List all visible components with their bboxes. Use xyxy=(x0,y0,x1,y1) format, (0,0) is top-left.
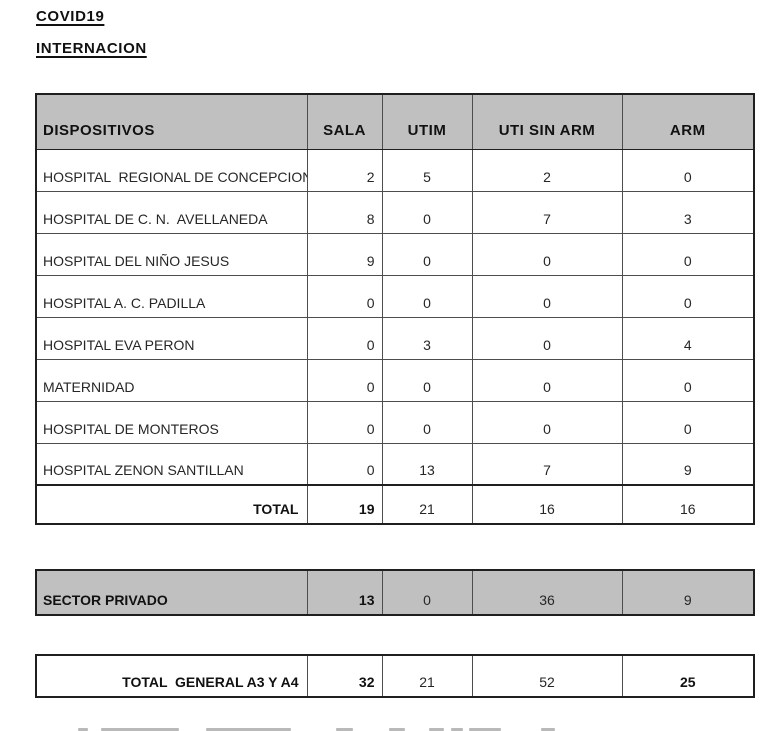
cell-utim: 3 xyxy=(381,316,473,360)
cell-utim: 13 xyxy=(381,442,473,486)
total-uti-sin-arm: 16 xyxy=(471,484,623,525)
cell-utim: 0 xyxy=(381,358,473,402)
total-general-uti-sin-arm: 52 xyxy=(471,654,623,698)
cell-utim: 0 xyxy=(381,232,473,276)
cell-uti-sin-arm: 0 xyxy=(471,358,623,402)
cell-utim: 5 xyxy=(381,148,473,192)
table-row: HOSPITAL DE C. N. AVELLANEDA 8 0 7 3 xyxy=(35,190,755,234)
hospital-name: HOSPITAL ZENON SANTILLAN xyxy=(35,442,308,486)
sector-privado-utim: 0 xyxy=(381,569,473,616)
table-row: HOSPITAL EVA PERON 0 3 0 4 xyxy=(35,316,755,360)
cell-arm: 0 xyxy=(621,358,755,402)
cell-sala: 0 xyxy=(306,274,383,318)
sector-privado-table: SECTOR PRIVADO 13 0 36 9 xyxy=(35,569,755,616)
header-dispositivos: DISPOSITIVOS xyxy=(35,93,308,150)
sector-privado-uti-sin-arm: 36 xyxy=(471,569,623,616)
cell-arm: 0 xyxy=(621,400,755,444)
total-general-arm: 25 xyxy=(621,654,755,698)
total-sala: 19 xyxy=(306,484,383,525)
hospital-name: HOSPITAL A. C. PADILLA xyxy=(35,274,308,318)
header-uti-sin-arm: UTI SIN ARM xyxy=(471,93,623,150)
sector-privado-label: SECTOR PRIVADO xyxy=(35,569,308,616)
cell-sala: 0 xyxy=(306,358,383,402)
hospital-name: HOSPITAL DE MONTEROS xyxy=(35,400,308,444)
cell-uti-sin-arm: 0 xyxy=(471,232,623,276)
cell-arm: 0 xyxy=(621,148,755,192)
header-arm: ARM xyxy=(621,93,755,150)
total-general-row: TOTAL GENERAL A3 Y A4 32 21 52 25 xyxy=(35,654,755,698)
table-row: HOSPITAL DEL NIÑO JESUS 9 0 0 0 xyxy=(35,232,755,276)
cell-arm: 0 xyxy=(621,232,755,276)
cell-uti-sin-arm: 0 xyxy=(471,400,623,444)
cell-sala: 2 xyxy=(306,148,383,192)
sector-privado-sala: 13 xyxy=(306,569,383,616)
total-general-sala: 32 xyxy=(306,654,383,698)
cell-sala: 8 xyxy=(306,190,383,234)
total-row: TOTAL 19 21 16 16 xyxy=(35,484,755,525)
table-row: HOSPITAL DE MONTEROS 0 0 0 0 xyxy=(35,400,755,444)
total-label: TOTAL xyxy=(35,484,308,525)
cell-uti-sin-arm: 0 xyxy=(471,274,623,318)
header-sala: SALA xyxy=(306,93,383,150)
total-general-table: TOTAL GENERAL A3 Y A4 32 21 52 25 xyxy=(35,654,755,698)
header-utim: UTIM xyxy=(381,93,473,150)
table-row: HOSPITAL REGIONAL DE CONCEPCION 2 5 2 0 xyxy=(35,148,755,192)
cell-uti-sin-arm: 7 xyxy=(471,442,623,486)
sector-privado-row: SECTOR PRIVADO 13 0 36 9 xyxy=(35,569,755,616)
cell-utim: 0 xyxy=(381,400,473,444)
cell-uti-sin-arm: 2 xyxy=(471,148,623,192)
table-row: HOSPITAL A. C. PADILLA 0 0 0 0 xyxy=(35,274,755,318)
hospital-name: MATERNIDAD xyxy=(35,358,308,402)
cell-sala: 0 xyxy=(306,316,383,360)
sector-privado-arm: 9 xyxy=(621,569,755,616)
cell-arm: 4 xyxy=(621,316,755,360)
total-arm: 16 xyxy=(621,484,755,525)
cell-arm: 9 xyxy=(621,442,755,486)
hospital-name: HOSPITAL DE C. N. AVELLANEDA xyxy=(35,190,308,234)
internacion-table: DISPOSITIVOS SALA UTIM UTI SIN ARM ARM H… xyxy=(35,93,755,525)
cell-uti-sin-arm: 7 xyxy=(471,190,623,234)
page-title-internacion: INTERNACION xyxy=(36,40,147,57)
cutoff-text-fragments xyxy=(78,728,555,731)
cell-uti-sin-arm: 0 xyxy=(471,316,623,360)
cell-sala: 0 xyxy=(306,400,383,444)
cell-arm: 3 xyxy=(621,190,755,234)
total-general-utim: 21 xyxy=(381,654,473,698)
cell-arm: 0 xyxy=(621,274,755,318)
cell-utim: 0 xyxy=(381,274,473,318)
cell-sala: 9 xyxy=(306,232,383,276)
page-title-covid19: COVID19 xyxy=(36,8,105,25)
cell-utim: 0 xyxy=(381,190,473,234)
table-row: MATERNIDAD 0 0 0 0 xyxy=(35,358,755,402)
table-row: HOSPITAL ZENON SANTILLAN 0 13 7 9 xyxy=(35,442,755,486)
hospital-name: HOSPITAL EVA PERON xyxy=(35,316,308,360)
hospital-name: HOSPITAL REGIONAL DE CONCEPCION xyxy=(35,148,308,192)
cell-sala: 0 xyxy=(306,442,383,486)
hospital-name: HOSPITAL DEL NIÑO JESUS xyxy=(35,232,308,276)
total-utim: 21 xyxy=(381,484,473,525)
total-general-label: TOTAL GENERAL A3 Y A4 xyxy=(35,654,308,698)
table-header-row: DISPOSITIVOS SALA UTIM UTI SIN ARM ARM xyxy=(35,93,755,150)
